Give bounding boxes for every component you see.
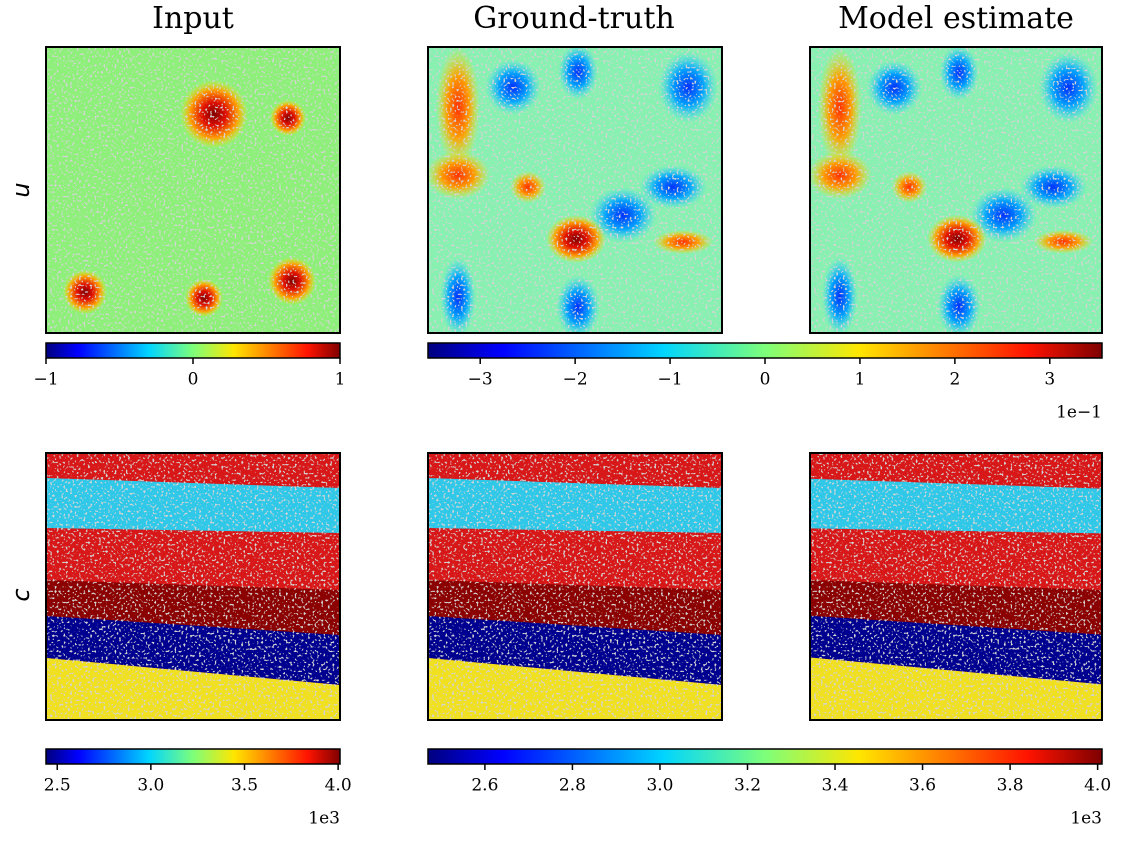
- tick-label: 3.0: [646, 776, 673, 796]
- colorbar: [427, 748, 1103, 765]
- tick-label: 3.4: [822, 776, 849, 796]
- tick-label: 3.6: [909, 776, 936, 796]
- row-label: c: [7, 588, 35, 601]
- tick-label: −2: [563, 370, 588, 390]
- offset-label: 1e3: [308, 809, 340, 829]
- tick-label: 3.5: [231, 776, 258, 796]
- colorbar: [45, 748, 341, 765]
- image-panel: [427, 46, 723, 334]
- tick-label: 3.8: [997, 776, 1024, 796]
- tick-label: 2.6: [471, 776, 498, 796]
- image-panel: [809, 46, 1103, 334]
- tick-label: 4.0: [1084, 776, 1111, 796]
- tick-label: 4.0: [325, 776, 352, 796]
- image-panel: [45, 452, 341, 721]
- tick-label: 3.0: [137, 776, 164, 796]
- offset-label: 1e3: [1070, 809, 1102, 829]
- tick-label: 1: [855, 370, 866, 390]
- tick-label: 1: [335, 370, 346, 390]
- tick-label: 2: [949, 370, 960, 390]
- tick-label: −3: [468, 370, 493, 390]
- tick-label: 3.2: [734, 776, 761, 796]
- tick-label: 2.5: [44, 776, 71, 796]
- image-panel: [427, 452, 723, 721]
- colorbar: [427, 342, 1103, 359]
- column-title: Ground-truth: [473, 1, 674, 36]
- tick-label: 3: [1044, 370, 1055, 390]
- tick-label: −1: [658, 370, 683, 390]
- image-panel: [45, 46, 341, 334]
- colorbar: [45, 342, 341, 359]
- column-title: Input: [152, 1, 234, 36]
- tick-label: −1: [33, 370, 58, 390]
- tick-label: 2.8: [559, 776, 586, 796]
- tick-label: 0: [188, 370, 199, 390]
- offset-label: 1e−1: [1056, 403, 1102, 423]
- image-panel: [809, 452, 1103, 721]
- tick-label: 0: [760, 370, 771, 390]
- column-title: Model estimate: [838, 1, 1074, 36]
- row-label: u: [7, 182, 35, 197]
